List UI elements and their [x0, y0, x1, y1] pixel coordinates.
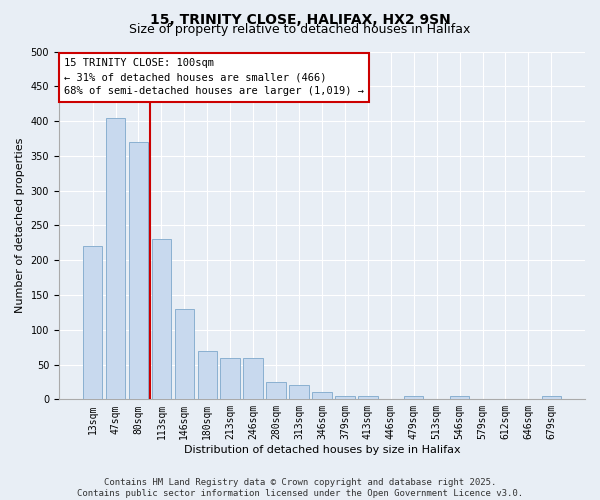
Bar — [450, 396, 469, 400]
Bar — [266, 382, 286, 400]
Bar — [175, 309, 194, 400]
Text: 15, TRINITY CLOSE, HALIFAX, HX2 9SN: 15, TRINITY CLOSE, HALIFAX, HX2 9SN — [149, 12, 451, 26]
Bar — [358, 396, 377, 400]
Y-axis label: Number of detached properties: Number of detached properties — [15, 138, 25, 313]
Bar — [404, 396, 424, 400]
X-axis label: Distribution of detached houses by size in Halifax: Distribution of detached houses by size … — [184, 445, 460, 455]
Bar — [197, 350, 217, 400]
Text: Size of property relative to detached houses in Halifax: Size of property relative to detached ho… — [130, 22, 470, 36]
Bar — [220, 358, 240, 400]
Bar — [312, 392, 332, 400]
Bar — [128, 142, 148, 400]
Bar — [289, 386, 309, 400]
Text: Contains HM Land Registry data © Crown copyright and database right 2025.
Contai: Contains HM Land Registry data © Crown c… — [77, 478, 523, 498]
Bar — [152, 240, 171, 400]
Text: 15 TRINITY CLOSE: 100sqm
← 31% of detached houses are smaller (466)
68% of semi-: 15 TRINITY CLOSE: 100sqm ← 31% of detach… — [64, 58, 364, 96]
Bar — [83, 246, 103, 400]
Bar — [335, 396, 355, 400]
Bar — [106, 118, 125, 400]
Bar — [542, 396, 561, 400]
Bar — [244, 358, 263, 400]
